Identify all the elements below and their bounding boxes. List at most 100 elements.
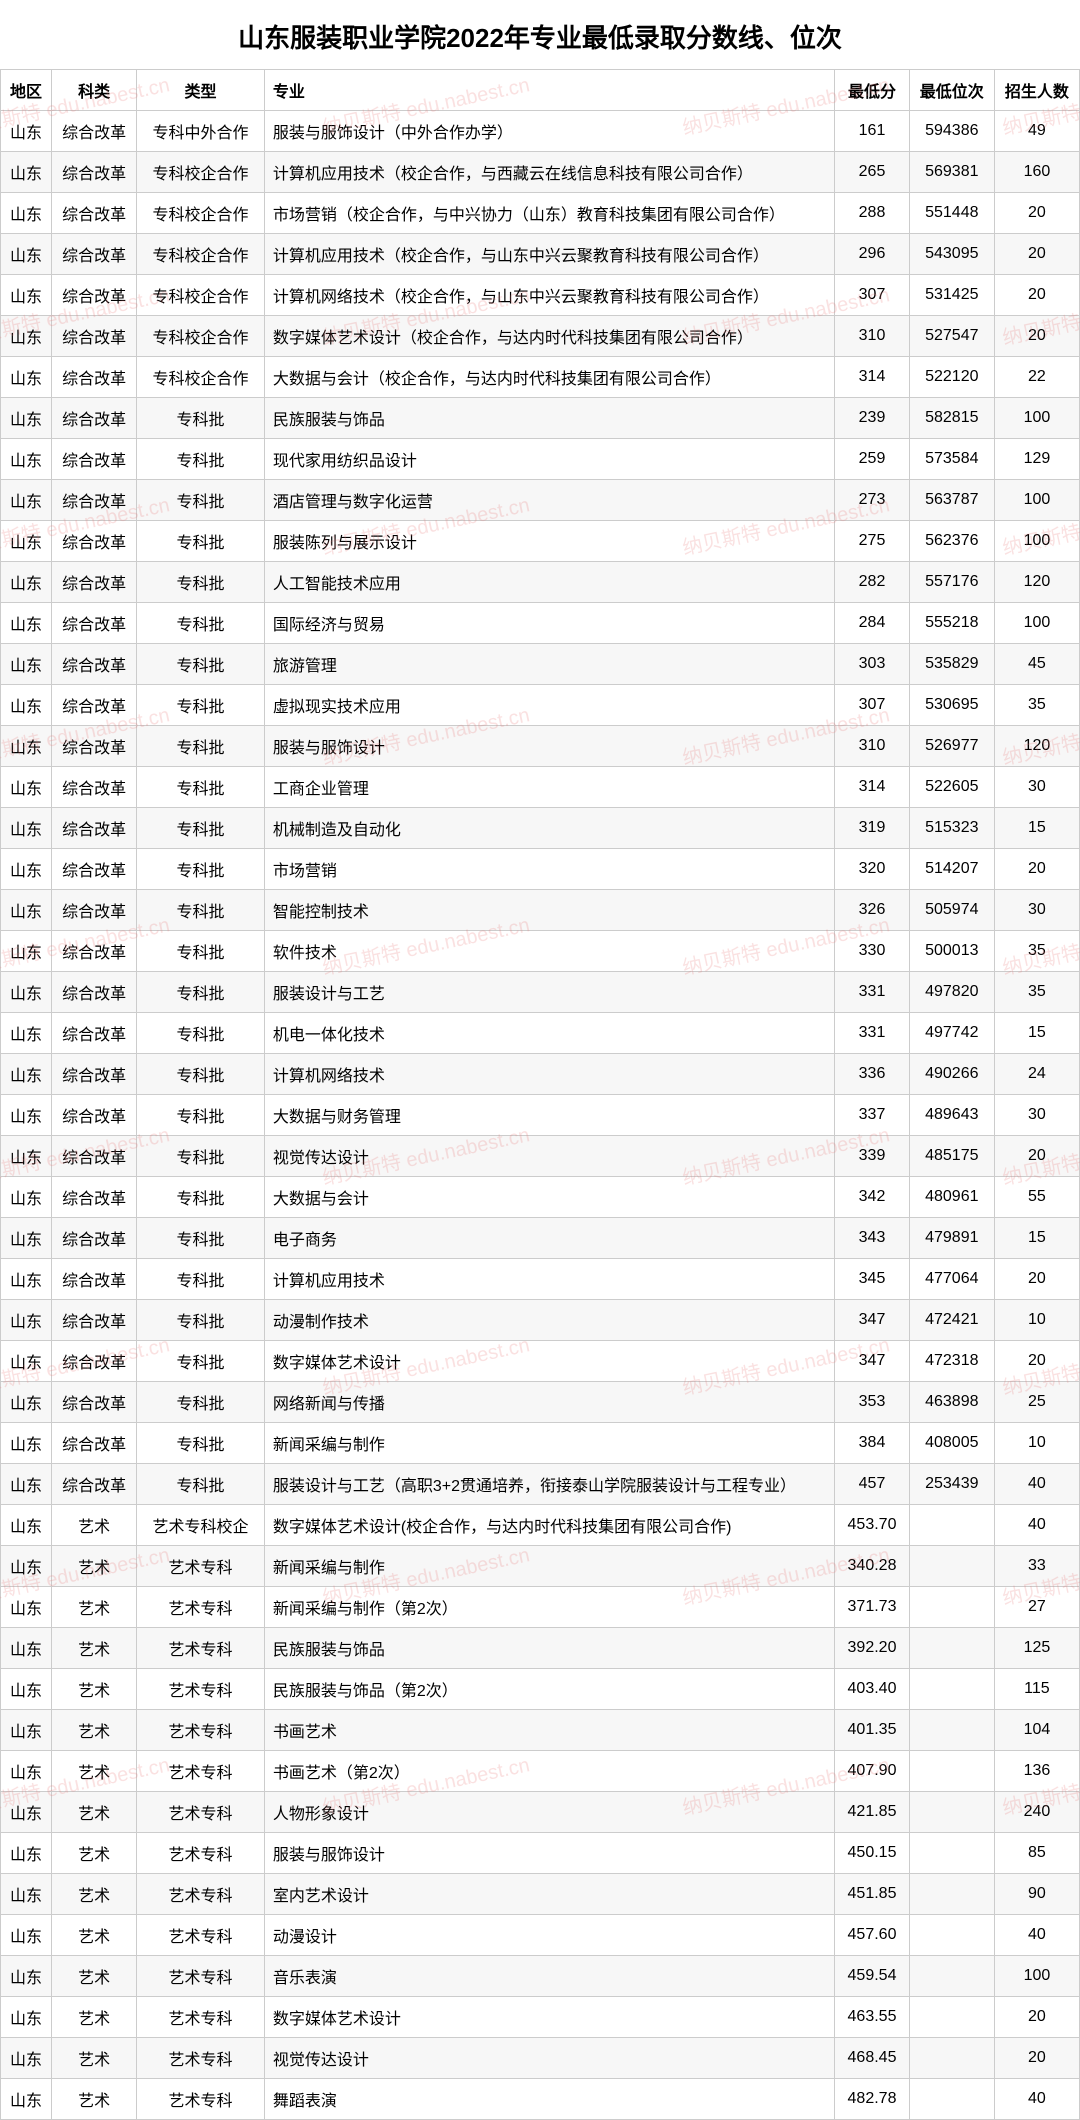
table-cell: 497742 bbox=[909, 1013, 994, 1054]
table-cell: 综合改革 bbox=[52, 849, 137, 890]
table-cell: 582815 bbox=[909, 398, 994, 439]
table-cell: 463898 bbox=[909, 1382, 994, 1423]
table-cell: 463.55 bbox=[835, 1997, 909, 2038]
table-cell: 艺术 bbox=[52, 1915, 137, 1956]
table-row: 山东综合改革专科校企合作计算机应用技术（校企合作，与山东中兴云聚教育科技有限公司… bbox=[1, 234, 1080, 275]
table-cell: 457.60 bbox=[835, 1915, 909, 1956]
table-cell: 综合改革 bbox=[52, 152, 137, 193]
table-cell: 综合改革 bbox=[52, 603, 137, 644]
table-cell: 山东 bbox=[1, 1382, 52, 1423]
table-cell: 艺术专科 bbox=[137, 1587, 265, 1628]
table-cell: 艺术 bbox=[52, 1833, 137, 1874]
table-cell: 综合改革 bbox=[52, 480, 137, 521]
table-cell: 401.35 bbox=[835, 1710, 909, 1751]
table-cell: 320 bbox=[835, 849, 909, 890]
table-cell: 20 bbox=[994, 849, 1079, 890]
table-row: 山东综合改革专科批人工智能技术应用282557176120 bbox=[1, 562, 1080, 603]
table-cell: 山东 bbox=[1, 890, 52, 931]
table-cell: 505974 bbox=[909, 890, 994, 931]
table-cell: 综合改革 bbox=[52, 972, 137, 1013]
table-cell: 336 bbox=[835, 1054, 909, 1095]
table-cell: 山东 bbox=[1, 685, 52, 726]
table-row: 山东综合改革专科批服装设计与工艺33149782035 bbox=[1, 972, 1080, 1013]
table-cell: 山东 bbox=[1, 1874, 52, 1915]
table-header-row: 地区 科类 类型 专业 最低分 最低位次 招生人数 bbox=[1, 70, 1080, 111]
table-cell: 20 bbox=[994, 1341, 1079, 1382]
table-cell: 500013 bbox=[909, 931, 994, 972]
table-cell: 酒店管理与数字化运营 bbox=[264, 480, 834, 521]
table-cell: 计算机应用技术 bbox=[264, 1259, 834, 1300]
table-cell: 专科批 bbox=[137, 1177, 265, 1218]
table-cell: 综合改革 bbox=[52, 1136, 137, 1177]
table-row: 山东艺术艺术专科室内艺术设计451.8590 bbox=[1, 1874, 1080, 1915]
table-cell: 161 bbox=[835, 111, 909, 152]
table-cell: 专科批 bbox=[137, 849, 265, 890]
admission-table: 地区 科类 类型 专业 最低分 最低位次 招生人数 山东综合改革专科中外合作服装… bbox=[0, 69, 1080, 2120]
table-cell: 专科批 bbox=[137, 1259, 265, 1300]
table-cell: 艺术专科 bbox=[137, 1669, 265, 1710]
table-cell: 综合改革 bbox=[52, 1423, 137, 1464]
table-cell: 山东 bbox=[1, 1013, 52, 1054]
table-row: 山东综合改革专科批市场营销32051420720 bbox=[1, 849, 1080, 890]
table-cell: 市场营销 bbox=[264, 849, 834, 890]
table-cell: 音乐表演 bbox=[264, 1956, 834, 1997]
table-cell: 山东 bbox=[1, 1341, 52, 1382]
table-cell: 310 bbox=[835, 316, 909, 357]
table-cell: 民族服装与饰品 bbox=[264, 398, 834, 439]
table-cell: 专科批 bbox=[137, 521, 265, 562]
table-cell: 专科批 bbox=[137, 1341, 265, 1382]
table-cell: 专科校企合作 bbox=[137, 357, 265, 398]
table-cell: 大数据与财务管理 bbox=[264, 1095, 834, 1136]
table-cell: 艺术 bbox=[52, 1628, 137, 1669]
table-cell: 35 bbox=[994, 931, 1079, 972]
table-cell: 371.73 bbox=[835, 1587, 909, 1628]
table-cell: 85 bbox=[994, 1833, 1079, 1874]
table-cell: 526977 bbox=[909, 726, 994, 767]
table-cell: 20 bbox=[994, 2038, 1079, 2079]
table-cell: 314 bbox=[835, 357, 909, 398]
table-cell: 275 bbox=[835, 521, 909, 562]
table-cell: 240 bbox=[994, 1792, 1079, 1833]
table-cell: 专科批 bbox=[137, 685, 265, 726]
table-cell: 艺术 bbox=[52, 1505, 137, 1546]
table-cell: 视觉传达设计 bbox=[264, 2038, 834, 2079]
table-cell: 专科批 bbox=[137, 603, 265, 644]
table-cell: 535829 bbox=[909, 644, 994, 685]
table-cell bbox=[909, 1915, 994, 1956]
table-cell: 山东 bbox=[1, 808, 52, 849]
table-cell: 综合改革 bbox=[52, 1259, 137, 1300]
table-cell: 综合改革 bbox=[52, 1300, 137, 1341]
table-row: 山东艺术艺术专科视觉传达设计468.4520 bbox=[1, 2038, 1080, 2079]
table-row: 山东综合改革专科批虚拟现实技术应用30753069535 bbox=[1, 685, 1080, 726]
col-header-enroll: 招生人数 bbox=[994, 70, 1079, 111]
table-cell: 山东 bbox=[1, 1751, 52, 1792]
col-header-major: 专业 bbox=[264, 70, 834, 111]
table-cell: 专科批 bbox=[137, 480, 265, 521]
table-cell: 239 bbox=[835, 398, 909, 439]
table-cell: 453.70 bbox=[835, 1505, 909, 1546]
table-cell: 艺术专科 bbox=[137, 2079, 265, 2120]
table-cell: 书画艺术 bbox=[264, 1710, 834, 1751]
table-cell: 22 bbox=[994, 357, 1079, 398]
table-cell: 综合改革 bbox=[52, 521, 137, 562]
table-cell: 专科中外合作 bbox=[137, 111, 265, 152]
table-cell: 136 bbox=[994, 1751, 1079, 1792]
table-cell: 艺术 bbox=[52, 2079, 137, 2120]
table-cell: 专科批 bbox=[137, 767, 265, 808]
table-row: 山东综合改革专科批大数据与财务管理33748964330 bbox=[1, 1095, 1080, 1136]
table-cell: 115 bbox=[994, 1669, 1079, 1710]
table-cell: 450.15 bbox=[835, 1833, 909, 1874]
table-cell: 30 bbox=[994, 890, 1079, 931]
table-row: 山东艺术艺术专科舞蹈表演482.7840 bbox=[1, 2079, 1080, 2120]
table-cell: 艺术 bbox=[52, 1874, 137, 1915]
table-cell: 104 bbox=[994, 1710, 1079, 1751]
table-cell: 100 bbox=[994, 521, 1079, 562]
table-cell: 艺术专科校企 bbox=[137, 1505, 265, 1546]
table-cell: 人物形象设计 bbox=[264, 1792, 834, 1833]
table-cell: 工商企业管理 bbox=[264, 767, 834, 808]
table-cell: 40 bbox=[994, 1505, 1079, 1546]
table-cell: 347 bbox=[835, 1341, 909, 1382]
table-cell: 120 bbox=[994, 726, 1079, 767]
table-cell: 山东 bbox=[1, 1669, 52, 1710]
table-cell: 407.90 bbox=[835, 1751, 909, 1792]
